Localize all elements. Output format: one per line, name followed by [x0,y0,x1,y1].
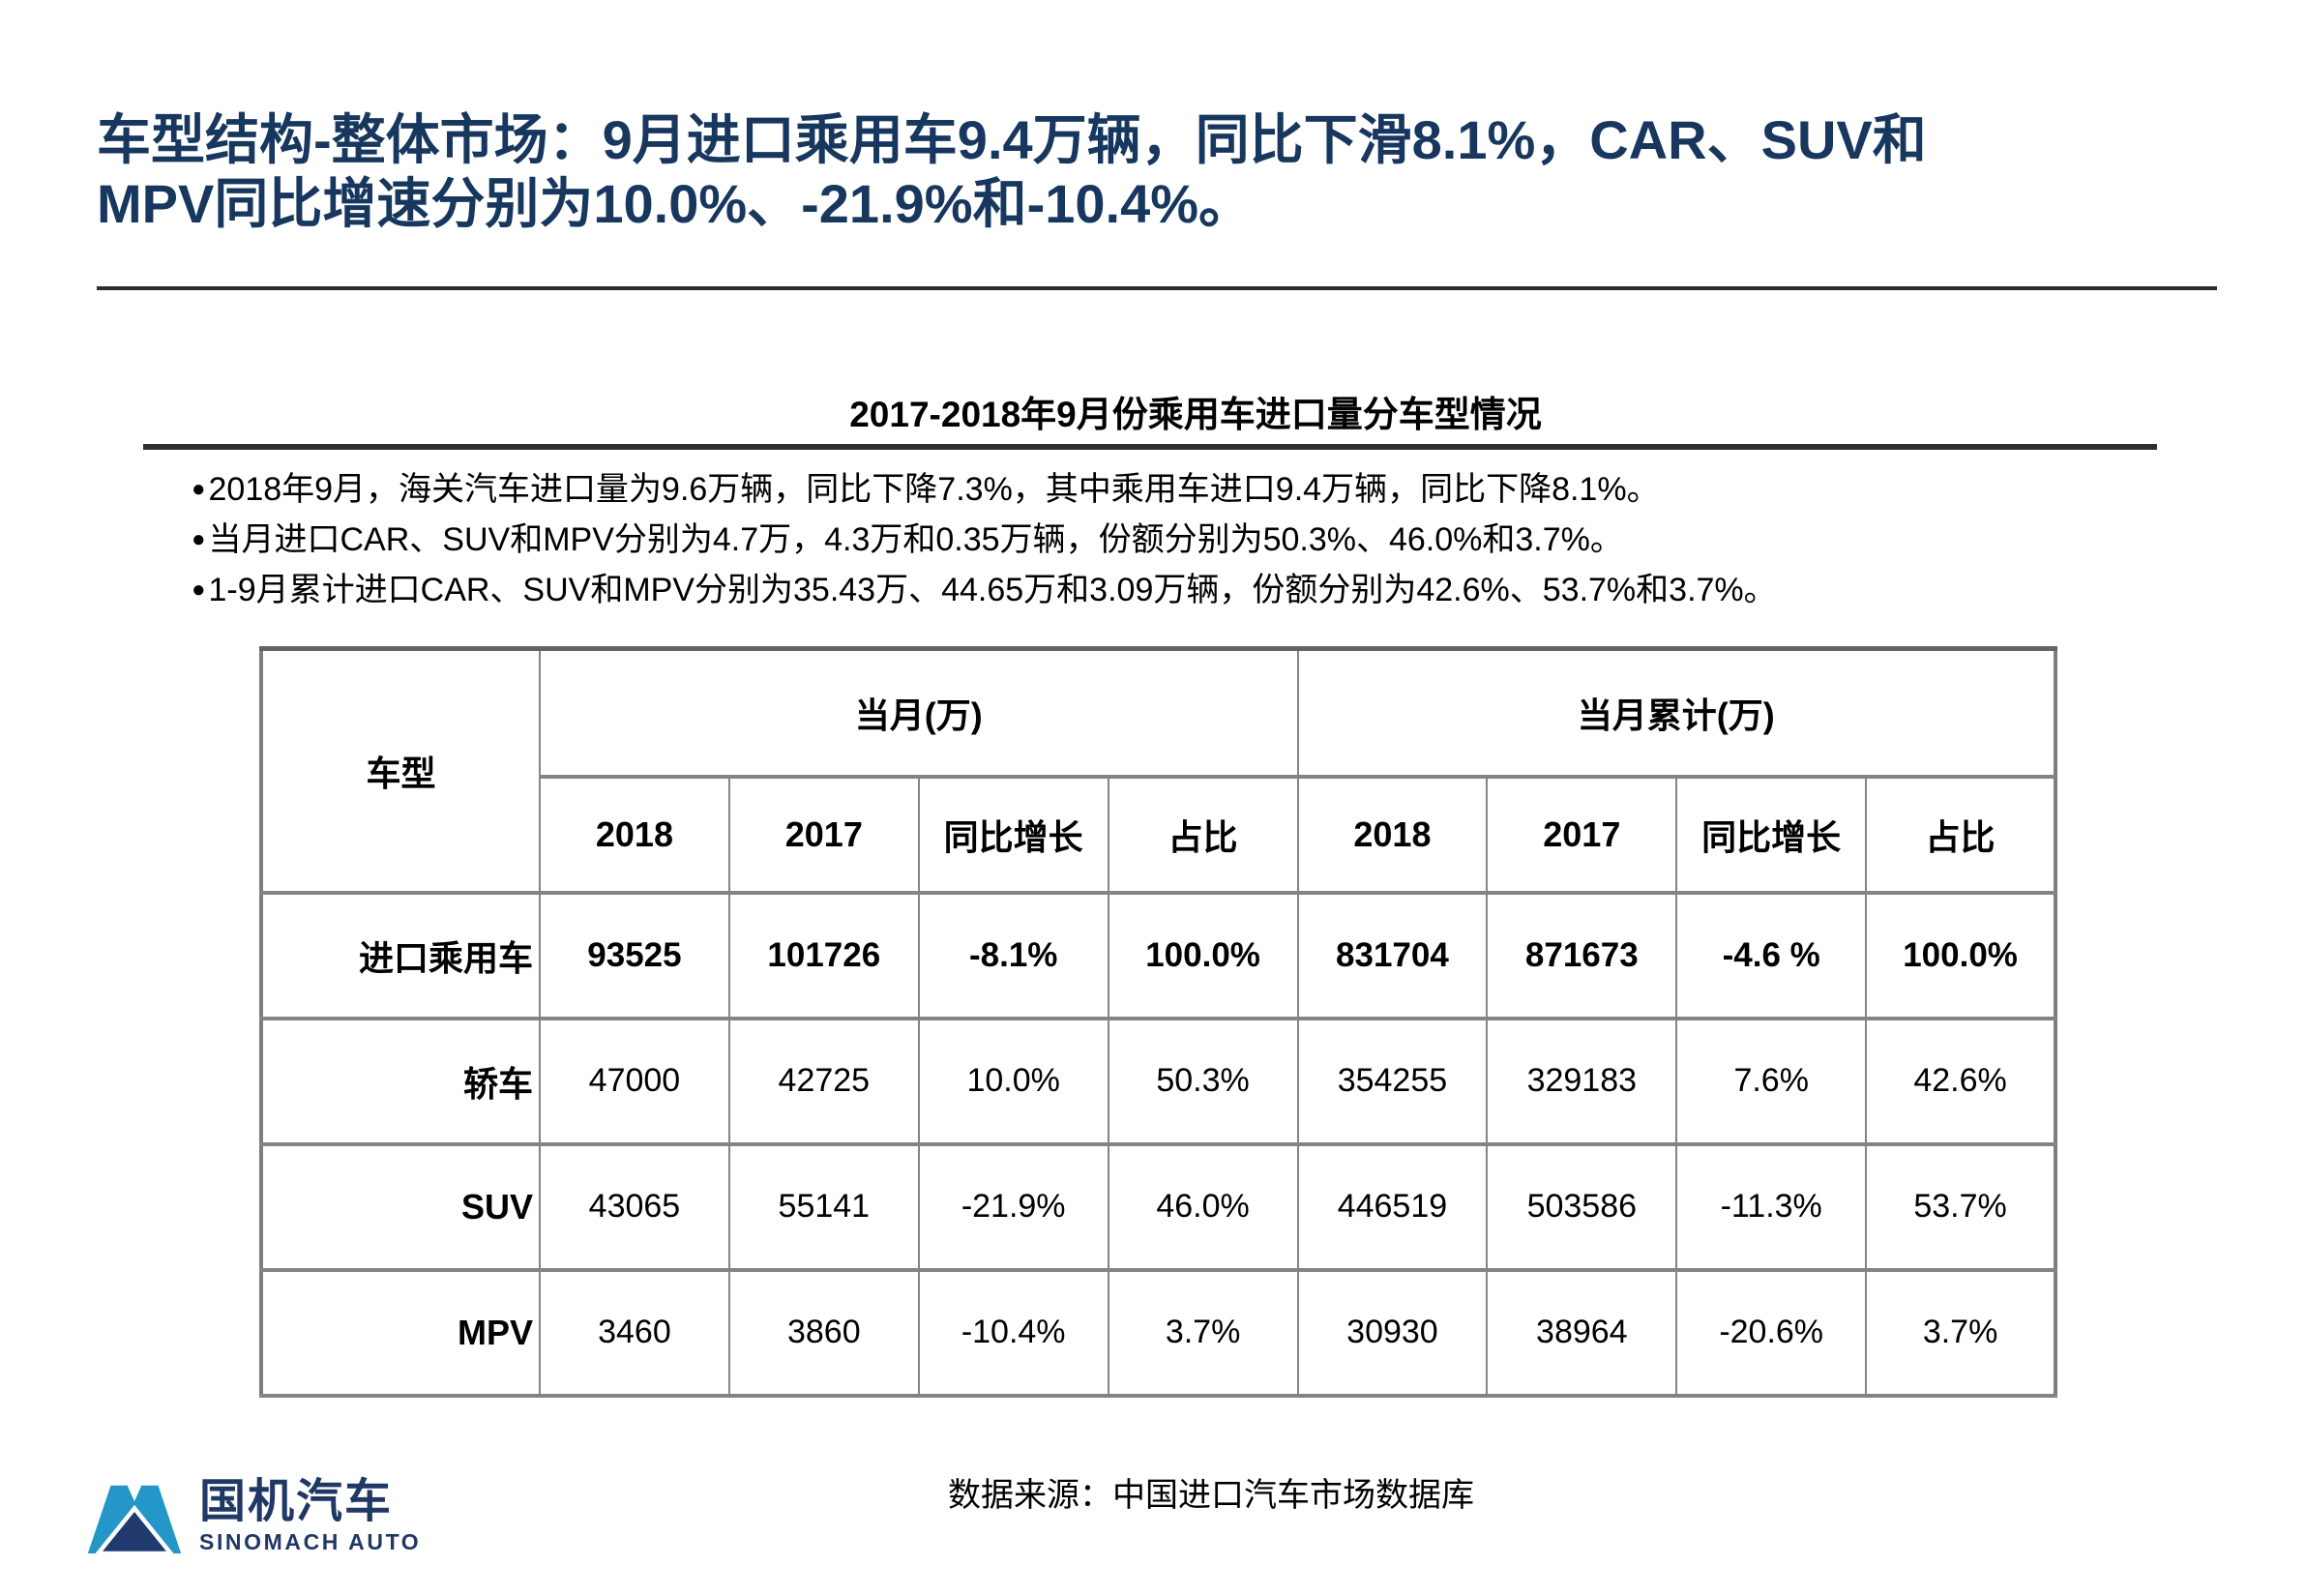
table-row: SUV 43065 55141 -21.9% 46.0% 446519 5035… [260,1141,2056,1272]
group-header-cumulative: 当月累计(万) [1296,646,2056,779]
table-cell: 50.3% [1107,1016,1299,1146]
bullet-list: ●2018年9月，海关汽车进口量为9.6万辆，同比下降7.3%，其中乘用车进口9… [192,464,2223,615]
bullet-icon: ● [192,476,206,502]
table-cell: 3860 [727,1267,920,1398]
table-cell: -20.6% [1675,1267,1868,1398]
row-label: SUV [260,1141,541,1272]
table-cell: -4.6 % [1675,890,1868,1020]
sinomach-mountain-icon [87,1485,182,1554]
table-cell: 43065 [539,1141,730,1272]
table-cell: -8.1% [917,890,1109,1020]
table-cell: 329183 [1486,1016,1678,1146]
table-cell: -11.3% [1675,1141,1868,1272]
column-header: 2017 [727,774,920,895]
table-cell: 831704 [1296,890,1489,1020]
import-volume-table: 车型 当月(万) 当月累计(万) 2018 2017 同比增长 占比 2018 … [259,646,2057,1398]
column-header: 占比 [1865,774,2056,895]
table-header-sub-row: 2018 2017 同比增长 占比 2018 2017 同比增长 占比 [261,774,2056,895]
table-cell: 55141 [727,1141,920,1272]
page-title: 车型结构-整体市场：9月进口乘用车9.4万辆，同比下滑8.1%，CAR、SUV和… [97,108,2234,236]
bullet-icon: ● [192,526,206,552]
column-header: 2018 [539,774,730,895]
table-cell: 3460 [539,1267,730,1398]
company-logo: 国机汽车 SINOMACH AUTO [87,1477,421,1555]
row-label: 进口乘用车 [260,890,541,1020]
bullet-text: 2018年9月，海关汽车进口量为9.6万辆，同比下降7.3%，其中乘用车进口9.… [208,471,1660,508]
row-label: 轿车 [260,1016,541,1146]
title-divider [97,286,2217,290]
table-cell: -10.4% [917,1267,1109,1398]
column-header: 同比增长 [1675,774,1868,895]
table-cell: 3.7% [1865,1267,2056,1398]
logo-name-cn: 国机汽车 [199,1476,394,1527]
page-title-line-1: 车型结构-整体市场：9月进口乘用车9.4万辆，同比下滑8.1%，CAR、SUV和 [97,109,1927,170]
table-cell: 30930 [1296,1267,1489,1398]
section-title-divider [143,444,2157,450]
table-cell: 3.7% [1107,1267,1299,1398]
logo-text-block: 国机汽车 SINOMACH AUTO [199,1477,421,1555]
column-header: 占比 [1107,774,1299,895]
column-header: 2018 [1296,774,1489,895]
column-header: 2017 [1486,774,1678,895]
corner-header: 车型 [260,646,541,895]
table-cell: 10.0% [917,1016,1109,1146]
table-cell: 871673 [1486,890,1678,1020]
logo-name-en: SINOMACH AUTO [199,1529,422,1554]
table-cell: 7.6% [1675,1016,1868,1146]
table-cell: 38964 [1486,1267,1678,1398]
bullet-text: 当月进口CAR、SUV和MPV分别为4.7万，4.3万和0.35万辆，份额分别为… [208,521,1623,558]
bullet-item: ●当月进口CAR、SUV和MPV分别为4.7万，4.3万和0.35万辆，份额分别… [192,515,2223,565]
group-header-current-month: 当月(万) [539,646,1299,779]
table-cell: 53.7% [1865,1141,2056,1272]
table-cell: 100.0% [1107,890,1299,1020]
bullet-text: 1-9月累计进口CAR、SUV和MPV分别为35.43万、44.65万和3.09… [208,572,1777,608]
page-title-line-2: MPV同比增速分别为10.0%、-21.9%和-10.4%。 [97,173,1254,234]
table-row: 进口乘用车 93525 101726 -8.1% 100.0% 831704 8… [260,890,2056,1020]
table-cell: 101726 [727,890,920,1020]
table-cell: 47000 [539,1016,730,1146]
data-source-note: 数据来源：中国进口汽车市场数据库 [948,1477,1474,1514]
bullet-icon: ● [192,576,206,603]
table-header-group-row: 车型 当月(万) 当月累计(万) [260,646,2056,895]
table-cell: -21.9% [917,1141,1109,1272]
row-label: MPV [260,1267,541,1398]
table-cell: 42725 [727,1016,920,1146]
column-header: 同比增长 [917,774,1109,895]
table-cell: 42.6% [1865,1016,2056,1146]
table-cell: 100.0% [1865,890,2056,1020]
table-cell: 354255 [1296,1016,1489,1146]
table-cell: 46.0% [1107,1141,1299,1272]
table-cell: 503586 [1486,1141,1678,1272]
table-cell: 93525 [539,890,730,1020]
bullet-item: ●1-9月累计进口CAR、SUV和MPV分别为35.43万、44.65万和3.0… [192,565,2223,615]
section-title: 2017-2018年9月份乘用车进口量分车型情况 [849,395,1542,434]
bullet-item: ●2018年9月，海关汽车进口量为9.6万辆，同比下降7.3%，其中乘用车进口9… [192,464,2223,515]
table-cell: 446519 [1296,1141,1489,1272]
table-row: 轿车 47000 42725 10.0% 50.3% 354255 329183… [260,1016,2056,1146]
table-row: MPV 3460 3860 -10.4% 3.7% 30930 38964 -2… [260,1267,2056,1398]
